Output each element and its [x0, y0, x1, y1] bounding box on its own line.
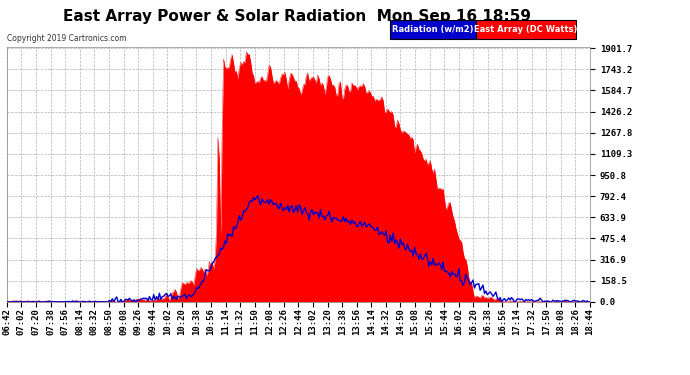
Text: East Array (DC Watts): East Array (DC Watts) [475, 25, 578, 34]
Text: Radiation (w/m2): Radiation (w/m2) [392, 25, 474, 34]
Text: Copyright 2019 Cartronics.com: Copyright 2019 Cartronics.com [7, 34, 126, 43]
Text: East Array Power & Solar Radiation  Mon Sep 16 18:59: East Array Power & Solar Radiation Mon S… [63, 9, 531, 24]
